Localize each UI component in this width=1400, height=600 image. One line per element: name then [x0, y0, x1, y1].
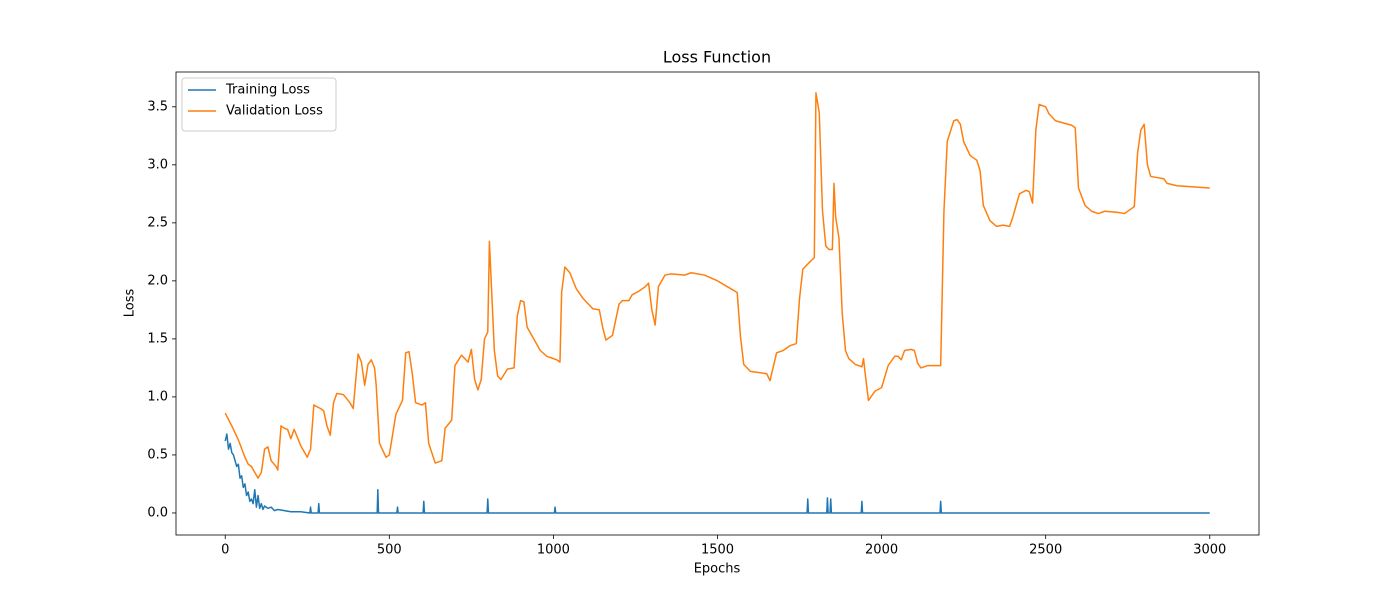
- x-tick-label: 500: [377, 543, 402, 558]
- legend-label: Training Loss: [225, 83, 310, 98]
- y-tick-label: 2.0: [147, 273, 168, 288]
- x-axis-label: Epochs: [694, 562, 741, 577]
- series-line: [224, 433, 1210, 514]
- y-tick-label: 0.0: [147, 505, 168, 520]
- y-tick-label: 3.5: [147, 99, 168, 114]
- y-tick-label: 0.5: [147, 447, 168, 462]
- legend-label: Validation Loss: [226, 104, 323, 119]
- x-tick-label: 0: [221, 543, 229, 558]
- x-tick-label: 1500: [701, 543, 734, 558]
- plot-frame: [175, 71, 1260, 536]
- x-tick-label: 2500: [1029, 543, 1062, 558]
- legend-box: [181, 77, 337, 132]
- x-tick-label: 2000: [865, 543, 898, 558]
- y-axis-label: Loss: [123, 289, 138, 318]
- x-tick-label: 3000: [1193, 543, 1226, 558]
- y-tick-label: 1.0: [147, 389, 168, 404]
- x-tick-label: 1000: [537, 543, 570, 558]
- chart-title: Loss Function: [663, 48, 771, 67]
- y-tick-label: 3.0: [147, 157, 168, 172]
- y-tick-label: 1.5: [147, 331, 168, 346]
- series-line: [224, 92, 1210, 479]
- legend: Training Loss Validation Loss: [181, 77, 337, 132]
- y-tick-label: 2.5: [147, 215, 168, 230]
